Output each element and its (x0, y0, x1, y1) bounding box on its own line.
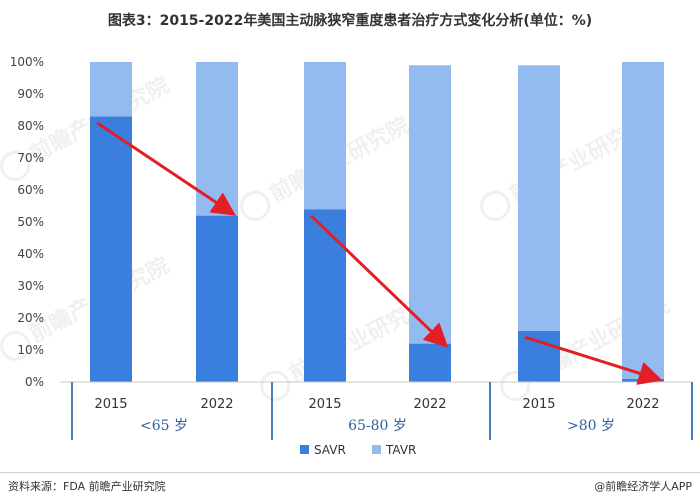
y-tick-label: 0% (25, 375, 44, 389)
bar-savr (304, 209, 346, 382)
y-tick-label: 60% (17, 183, 44, 197)
group-label: 65-80 岁 (348, 418, 407, 434)
trend-arrow (309, 214, 449, 348)
x-tick-label: 2022 (200, 397, 233, 412)
y-tick-label: 100% (10, 55, 44, 69)
x-tick-label: 2015 (94, 397, 127, 412)
legend: SAVR TAVR (300, 443, 416, 457)
y-tick-label: 40% (17, 247, 44, 261)
trend-arrow (96, 121, 236, 216)
brand-credit: @前瞻经济学人APP (594, 480, 692, 493)
bar-tavr (90, 62, 132, 117)
arrows (96, 121, 663, 385)
bar-savr (518, 330, 560, 382)
bar-savr (409, 343, 451, 382)
chart-title: 图表3：2015-2022年美国主动脉狭窄重度患者治疗方式变化分析(单位：%) (107, 13, 593, 29)
group-label: <65 岁 (140, 418, 188, 434)
group-label: >80 岁 (567, 418, 615, 434)
x-tick-label: 2022 (413, 397, 446, 412)
bar-tavr (518, 65, 560, 331)
y-tick-label: 90% (17, 87, 44, 101)
stacked-bar-chart: 0%10%20%30%40%50%60%70%80%90%100% 2015 20… (10, 55, 693, 457)
bar-savr (196, 215, 238, 382)
y-tick-label: 30% (17, 279, 44, 293)
legend-label: TAVR (385, 443, 416, 457)
bar-tavr (196, 62, 238, 216)
legend-swatch-tavr (372, 445, 381, 454)
y-tick-label: 50% (17, 215, 44, 229)
y-tick-label: 70% (17, 151, 44, 165)
y-axis-labels: 0% 10% 20% 30% 40% 50% 60% 70% 80% 90% 100% (10, 55, 44, 389)
bar-savr (90, 116, 132, 383)
axes (60, 381, 693, 440)
y-tick-label: 10% (17, 343, 44, 357)
legend-swatch-savr (300, 445, 309, 454)
x-tick-label: 2015 (308, 397, 341, 412)
source-note: 资料来源：FDA 前瞻产业研究院 (8, 480, 166, 493)
x-tick-label: 2022 (626, 397, 659, 412)
bar-tavr (304, 62, 346, 210)
bar-tavr (409, 65, 451, 344)
bar-tavr (622, 62, 664, 379)
legend-label: SAVR (314, 443, 346, 457)
footer-divider (0, 472, 700, 473)
x-tick-label: 2015 (522, 397, 555, 412)
trend-arrow (524, 335, 663, 385)
x-axis-labels: 2015 2022 2015 2022 2015 2022 <65 岁 65-80 岁 >80 … (94, 397, 659, 434)
y-tick-label: 20% (17, 311, 44, 325)
y-tick-label: 80% (17, 119, 44, 133)
bars (90, 62, 664, 383)
